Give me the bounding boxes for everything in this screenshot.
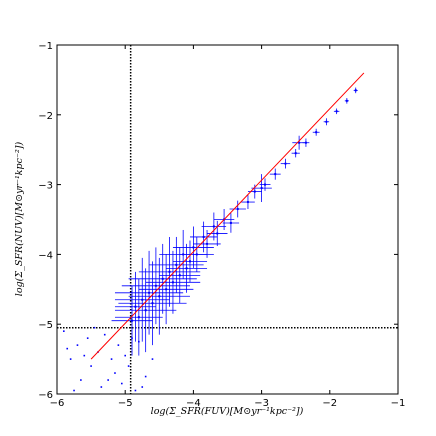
point: [202, 235, 205, 239]
y-tick-label: −5: [38, 320, 53, 331]
point: [164, 288, 168, 291]
point: [294, 151, 297, 155]
x-tick-label: −4: [186, 398, 201, 409]
point: [185, 267, 188, 270]
point: [216, 232, 219, 235]
faint-point: [80, 379, 82, 381]
x-tick-label: −5: [118, 398, 133, 409]
point: [274, 172, 277, 176]
x-tick-label: −3: [254, 398, 269, 409]
point: [212, 225, 216, 228]
x-tick-label: −2: [322, 398, 337, 409]
faint-point: [100, 386, 103, 388]
point: [154, 284, 158, 288]
y-tick-label: −4: [38, 250, 53, 261]
x-tick-label: −6: [50, 398, 65, 409]
faint-point: [93, 326, 96, 329]
point: [144, 309, 147, 312]
point: [130, 319, 134, 322]
faint-point: [138, 340, 140, 343]
faint-point: [144, 375, 147, 378]
x-axis-label: log(Σ_SFR(FUV)[M⊙yr⁻¹kpc⁻²]): [151, 406, 304, 417]
y-tick-label: −3: [38, 181, 53, 192]
point: [354, 89, 357, 92]
point: [141, 298, 144, 301]
point: [171, 281, 175, 284]
faint-point: [73, 389, 75, 392]
faint-point: [90, 365, 92, 367]
plot-frame: [56, 44, 399, 395]
faint-point: [141, 386, 144, 388]
faint-point: [134, 389, 137, 392]
faint-point: [114, 372, 116, 374]
faint-point: [69, 358, 72, 360]
faint-point: [127, 365, 130, 367]
point: [158, 295, 161, 298]
faint-point: [107, 379, 109, 381]
point: [335, 110, 338, 113]
y-tick-label: −1: [38, 41, 53, 52]
faint-point: [63, 330, 65, 332]
y-tick-label: −2: [38, 111, 53, 122]
point: [205, 242, 209, 246]
faint-point: [131, 337, 133, 339]
faint-point: [124, 354, 126, 357]
point: [168, 270, 171, 274]
faint-point: [83, 354, 86, 357]
point: [253, 190, 256, 193]
point: [134, 305, 137, 308]
point: [147, 291, 151, 294]
y-axis-label: log(Σ_SFR(NUV)[M⊙yr⁻¹kpc⁻²]): [14, 142, 25, 297]
faint-point: [103, 333, 106, 336]
faint-point: [66, 347, 69, 350]
faint-point: [151, 358, 154, 360]
point: [260, 186, 263, 190]
x-tick-label: −1: [391, 398, 406, 409]
point: [229, 221, 233, 225]
point: [263, 183, 267, 186]
fit-line: [90, 72, 365, 360]
point: [178, 274, 181, 277]
point: [175, 263, 178, 267]
y-tick-label: −6: [38, 390, 53, 401]
point: [314, 131, 318, 134]
faint-point: [117, 344, 120, 346]
point: [188, 260, 192, 263]
point: [246, 200, 250, 204]
point: [151, 302, 154, 305]
point: [192, 246, 195, 249]
point: [284, 162, 287, 165]
point: [137, 316, 141, 319]
faint-point: [110, 358, 113, 360]
faint-point: [120, 382, 123, 385]
point: [181, 253, 185, 256]
point: [236, 207, 239, 211]
faint-point: [86, 337, 89, 339]
point: [161, 277, 164, 281]
point: [345, 99, 349, 103]
faint-point: [76, 344, 79, 346]
point: [325, 120, 328, 123]
